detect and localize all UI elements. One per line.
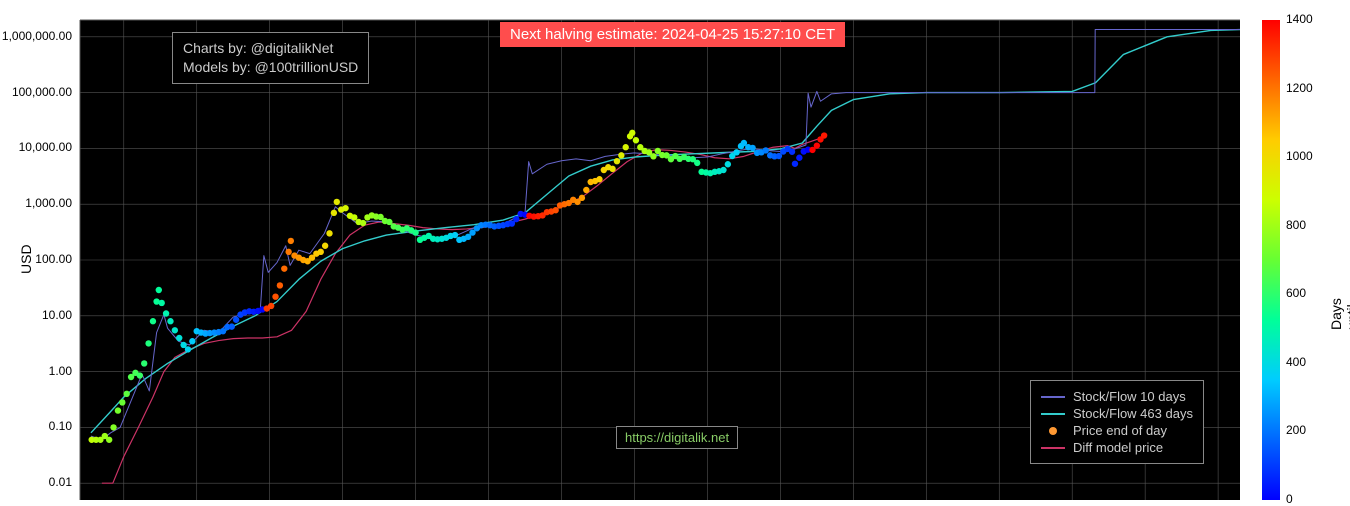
legend-swatch — [1041, 447, 1065, 449]
credits-line: Models by: @100trillionUSD — [183, 58, 358, 77]
legend: Stock/Flow 10 days Stock/Flow 463 days Pri… — [1030, 380, 1204, 464]
legend-label: Stock/Flow 10 days — [1073, 389, 1186, 404]
credits-box: Charts by: @digitalikNetModels by: @100t… — [172, 32, 369, 84]
source-url: https://digitalik.net — [616, 426, 738, 449]
colorbar-tick: 0 — [1286, 492, 1293, 506]
colorbar-tick: 1400 — [1286, 12, 1313, 26]
y-tick-label: 1.00 — [0, 364, 72, 378]
legend-item: Price end of day — [1041, 423, 1193, 438]
y-tick-label: 1,000.00 — [0, 196, 72, 210]
colorbar-tick: 600 — [1286, 286, 1306, 300]
legend-label: Diff model price — [1073, 440, 1163, 455]
legend-item: Diff model price — [1041, 440, 1193, 455]
colorbar-tick: 200 — [1286, 423, 1306, 437]
series-sf-463 — [91, 30, 1240, 433]
y-tick-label: 0.01 — [0, 475, 72, 489]
y-tick-label: 1,000,000.00 — [0, 29, 72, 43]
colorbar-tick: 1000 — [1286, 149, 1313, 163]
y-tick-label: 100,000.00 — [0, 85, 72, 99]
credits-line: Charts by: @digitalikNet — [183, 39, 358, 58]
legend-label: Stock/Flow 463 days — [1073, 406, 1193, 421]
legend-item: Stock/Flow 463 days — [1041, 406, 1193, 421]
legend-swatch — [1041, 396, 1065, 398]
colorbar — [1262, 20, 1280, 500]
y-tick-label: 10,000.00 — [0, 140, 72, 154]
halving-banner: Next halving estimate: 2024-04-25 15:27:… — [500, 22, 845, 47]
legend-swatch — [1041, 413, 1065, 415]
colorbar-label: Days until next halving — [1328, 286, 1350, 330]
y-tick-label: 100.00 — [0, 252, 72, 266]
y-tick-label: 10.00 — [0, 308, 72, 322]
colorbar-tick: 800 — [1286, 218, 1306, 232]
legend-label: Price end of day — [1073, 423, 1167, 438]
y-axis-label: USD — [18, 244, 34, 274]
colorbar-tick: 400 — [1286, 355, 1306, 369]
legend-item: Stock/Flow 10 days — [1041, 389, 1193, 404]
chart-container: 0.01 0.10 1.00 10.00 100.00 1,000.00 10,000.00… — [0, 0, 1350, 505]
legend-swatch — [1041, 427, 1065, 435]
y-tick-label: 0.10 — [0, 419, 72, 433]
colorbar-tick: 1200 — [1286, 81, 1313, 95]
